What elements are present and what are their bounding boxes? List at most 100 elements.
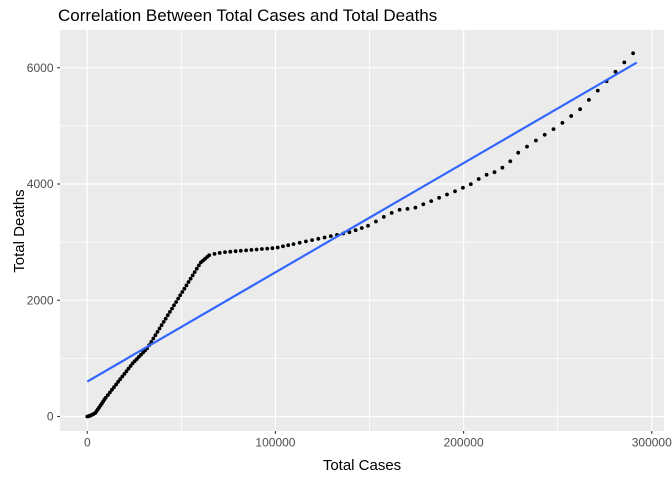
data-point bbox=[128, 364, 133, 368]
data-point bbox=[192, 270, 197, 274]
data-point bbox=[461, 185, 465, 190]
data-point bbox=[176, 296, 181, 301]
data-point bbox=[249, 248, 254, 252]
data-point bbox=[542, 132, 547, 137]
data-point bbox=[260, 247, 264, 251]
y-tick-label: 2000 bbox=[27, 293, 54, 307]
y-axis-title: Total Deaths bbox=[11, 189, 28, 273]
data-point bbox=[551, 127, 556, 131]
data-point bbox=[163, 316, 168, 321]
data-point bbox=[421, 202, 426, 207]
data-point bbox=[631, 51, 635, 56]
data-point bbox=[161, 320, 166, 324]
data-point bbox=[622, 60, 627, 65]
data-point bbox=[500, 165, 505, 170]
data-point bbox=[429, 199, 434, 204]
data-point bbox=[595, 88, 600, 93]
y-tick-label: 0 bbox=[47, 410, 54, 424]
x-tick-label: 300000 bbox=[632, 436, 672, 450]
data-point bbox=[170, 306, 174, 311]
data-point bbox=[560, 121, 565, 125]
data-point bbox=[151, 336, 156, 341]
data-point bbox=[569, 114, 574, 118]
data-point bbox=[180, 290, 185, 294]
data-point bbox=[174, 300, 179, 304]
data-point bbox=[153, 333, 158, 338]
data-point bbox=[525, 144, 529, 149]
data-point bbox=[103, 395, 108, 400]
x-axis-title: Total Cases bbox=[322, 457, 402, 474]
data-point bbox=[492, 170, 497, 175]
y-tick-label: 4000 bbox=[27, 177, 54, 191]
data-point bbox=[265, 246, 270, 251]
data-point bbox=[437, 195, 441, 200]
data-point bbox=[108, 390, 112, 395]
data-point bbox=[508, 159, 513, 164]
data-point bbox=[453, 189, 457, 194]
x-tick-label: 100000 bbox=[255, 436, 295, 450]
data-point bbox=[381, 215, 386, 219]
data-point bbox=[233, 249, 238, 254]
data-point bbox=[120, 374, 125, 379]
data-point bbox=[347, 230, 352, 235]
data-point bbox=[297, 240, 302, 245]
data-point bbox=[212, 252, 217, 256]
data-point bbox=[217, 251, 222, 255]
data-point bbox=[165, 313, 170, 318]
data-point bbox=[186, 280, 191, 284]
chart-title: Correlation Between Total Cases and Tota… bbox=[58, 6, 438, 25]
data-point bbox=[197, 263, 201, 268]
data-point bbox=[516, 150, 521, 155]
data-point bbox=[116, 379, 120, 384]
data-point bbox=[310, 238, 314, 243]
data-point bbox=[122, 372, 127, 376]
data-point bbox=[359, 226, 364, 230]
data-point bbox=[476, 177, 481, 181]
data-point bbox=[182, 286, 187, 291]
data-point bbox=[484, 172, 489, 177]
data-point bbox=[178, 293, 183, 298]
data-point bbox=[281, 244, 285, 249]
data-point bbox=[322, 235, 327, 240]
data-point bbox=[397, 207, 402, 212]
data-point bbox=[291, 242, 296, 247]
data-point bbox=[110, 387, 114, 392]
data-point bbox=[270, 246, 275, 251]
data-point bbox=[468, 182, 473, 187]
data-point bbox=[578, 107, 582, 112]
panel-background bbox=[60, 30, 664, 431]
data-point bbox=[228, 249, 233, 254]
data-point bbox=[184, 283, 189, 288]
data-point bbox=[223, 250, 227, 255]
data-point bbox=[207, 253, 212, 258]
trend-line bbox=[86, 61, 638, 383]
data-point bbox=[126, 366, 131, 371]
x-tick-label: 200000 bbox=[444, 436, 484, 450]
data-point bbox=[587, 98, 591, 102]
data-point bbox=[172, 303, 176, 308]
data-point bbox=[374, 219, 378, 224]
data-point bbox=[238, 248, 243, 253]
data-point bbox=[316, 236, 321, 241]
data-point bbox=[157, 326, 162, 331]
data-point bbox=[353, 228, 358, 233]
data-point bbox=[254, 247, 259, 252]
data-point bbox=[155, 330, 160, 334]
data-point bbox=[124, 369, 129, 374]
data-point bbox=[190, 273, 195, 278]
data-point bbox=[366, 223, 370, 228]
data-point bbox=[613, 69, 618, 74]
data-point bbox=[114, 382, 118, 387]
y-tick-label: 6000 bbox=[27, 61, 54, 75]
data-point bbox=[275, 245, 280, 250]
data-point bbox=[188, 276, 193, 281]
data-point bbox=[304, 239, 308, 244]
data-point bbox=[159, 323, 164, 328]
data-point bbox=[244, 248, 249, 253]
data-point bbox=[118, 377, 123, 382]
data-point bbox=[534, 138, 538, 143]
data-point bbox=[194, 266, 199, 271]
data-point bbox=[286, 243, 291, 248]
